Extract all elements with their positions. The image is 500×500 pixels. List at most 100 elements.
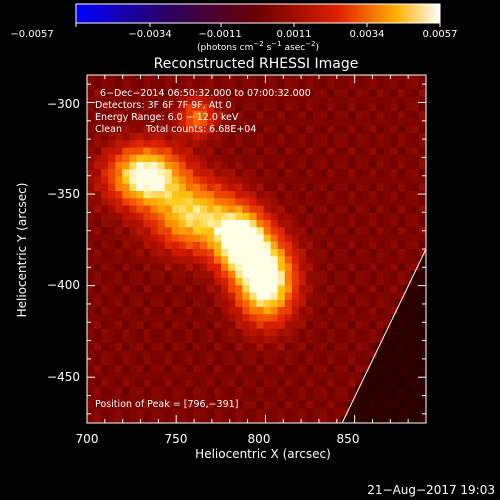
heatmap-cell (192, 379, 201, 388)
heatmap-cell (320, 162, 328, 170)
heatmap-cell (411, 162, 420, 170)
heatmap-cell (298, 104, 307, 112)
heatmap-cell (101, 249, 109, 257)
heatmap-cell (207, 234, 215, 243)
heatmap-cell (249, 249, 258, 257)
heatmap-cell (284, 169, 293, 178)
heatmap-cell (404, 227, 413, 236)
heatmap-cell (369, 82, 378, 91)
heatmap-cell (298, 111, 307, 120)
heatmap-cell (334, 96, 342, 105)
heatmap-cell (313, 220, 321, 228)
heatmap-cell (418, 183, 426, 192)
heatmap-cell (101, 118, 109, 127)
heatmap-cell (411, 314, 420, 323)
heatmap-cell (164, 357, 173, 366)
heatmap-cell (313, 198, 321, 207)
heatmap-cell (242, 263, 251, 272)
heatmap-cell (270, 408, 279, 417)
heatmap-cell (369, 386, 378, 395)
heatmap-cell (87, 111, 95, 120)
heatmap-cell (298, 140, 307, 149)
heatmap-cell (418, 328, 426, 337)
heatmap-cell (390, 176, 399, 185)
heatmap-cell (305, 96, 314, 105)
heatmap-cell (284, 278, 293, 286)
heatmap-cell (192, 241, 201, 250)
heatmap-cell (122, 198, 130, 207)
heatmap-cell (263, 111, 272, 120)
heatmap-cell (298, 191, 307, 199)
heatmap-cell (376, 343, 385, 352)
heatmap-cell (263, 328, 272, 337)
heatmap-cell (362, 104, 371, 112)
heatmap-cell (383, 191, 392, 199)
heatmap-cell (214, 278, 222, 286)
heatmap-cell (228, 82, 236, 91)
heatmap-cell (242, 227, 251, 236)
heatmap-cell (221, 191, 229, 199)
heatmap-cell (376, 220, 385, 228)
heatmap-cell (108, 299, 116, 308)
heatmap-cell (298, 212, 307, 221)
heatmap-cell (390, 147, 399, 156)
heatmap-cell (404, 104, 413, 112)
heatmap-cell (277, 111, 286, 120)
heatmap-cell (192, 278, 201, 286)
heatmap-cell (411, 379, 420, 388)
heatmap-cell (376, 299, 385, 308)
heatmap-cell (298, 270, 307, 279)
heatmap-cell (284, 234, 293, 243)
heatmap-cell (355, 118, 364, 127)
heatmap-cell (242, 205, 251, 214)
heatmap-cell (418, 372, 426, 381)
heatmap-cell (362, 96, 371, 105)
heatmap-cell (313, 415, 321, 423)
heatmap-cell (185, 176, 194, 185)
heatmap-cell (171, 285, 180, 294)
heatmap-cell (305, 263, 314, 272)
heatmap-cell (376, 191, 385, 199)
heatmap-cell (157, 372, 166, 381)
heatmap-cell (108, 154, 116, 163)
heatmap-cell (143, 147, 152, 156)
heatmap-cell (157, 191, 166, 199)
heatmap-cell (256, 147, 265, 156)
heatmap-cell (108, 307, 116, 315)
heatmap-cell (291, 386, 300, 395)
heatmap-cell (214, 75, 222, 83)
heatmap-cell (171, 205, 180, 214)
heatmap-cell (214, 162, 222, 170)
heatmap-cell (291, 415, 300, 423)
heatmap-cell (143, 278, 152, 286)
heatmap-cell (143, 263, 152, 272)
heatmap-cell (305, 307, 314, 315)
heatmap-cell (249, 415, 258, 423)
heatmap-cell (228, 357, 236, 366)
heatmap-cell (418, 133, 426, 141)
heatmap-cell (313, 75, 321, 83)
heatmap-cell (136, 227, 145, 236)
heatmap-cell (320, 270, 328, 279)
heatmap-cell (376, 256, 385, 265)
heatmap-cell (115, 415, 123, 423)
heatmap-cell (270, 285, 279, 294)
heatmap-cell (404, 212, 413, 221)
heatmap-cell (235, 270, 243, 279)
heatmap-cell (200, 350, 208, 359)
heatmap-cell (115, 343, 123, 352)
heatmap-cell (348, 343, 356, 352)
heatmap-cell (291, 96, 300, 105)
heatmap-cell (369, 401, 378, 410)
heatmap-cell (185, 104, 194, 112)
heatmap-cell (263, 154, 272, 163)
heatmap-cell (207, 111, 215, 120)
heatmap-cell (178, 212, 187, 221)
heatmap-cell (129, 162, 138, 170)
heatmap-cell (320, 408, 328, 417)
heatmap-cell (94, 133, 102, 141)
heatmap-cell (200, 307, 208, 315)
heatmap-cell (136, 299, 145, 308)
heatmap-cell (115, 133, 123, 141)
heatmap-cell (235, 343, 243, 352)
